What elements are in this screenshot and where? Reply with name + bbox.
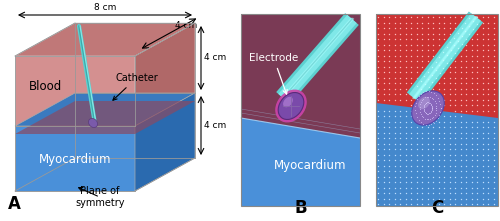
Polygon shape — [135, 23, 195, 126]
Polygon shape — [241, 14, 360, 206]
Polygon shape — [15, 126, 135, 191]
Ellipse shape — [88, 118, 98, 128]
Bar — [241, 14, 360, 206]
Text: C: C — [431, 199, 443, 217]
Polygon shape — [376, 14, 498, 206]
Text: A: A — [8, 195, 21, 213]
Polygon shape — [241, 118, 360, 206]
Text: Catheter: Catheter — [113, 73, 158, 100]
Text: Plane of
symmetry: Plane of symmetry — [75, 186, 125, 208]
Text: 4 cm: 4 cm — [204, 53, 226, 63]
Text: 4 cm: 4 cm — [175, 21, 197, 30]
Text: B: B — [294, 199, 307, 217]
Polygon shape — [15, 56, 135, 126]
Text: Myocardium: Myocardium — [274, 160, 347, 173]
Ellipse shape — [412, 91, 444, 125]
Bar — [376, 14, 498, 206]
Polygon shape — [15, 93, 195, 126]
Ellipse shape — [283, 97, 293, 107]
Text: Myocardium: Myocardium — [39, 152, 111, 166]
Text: Electrode: Electrode — [249, 53, 298, 94]
Polygon shape — [376, 103, 498, 206]
Text: 8 cm: 8 cm — [94, 3, 116, 12]
Ellipse shape — [278, 93, 304, 120]
Polygon shape — [15, 101, 195, 134]
Text: Blood: Blood — [28, 80, 62, 93]
Polygon shape — [135, 93, 195, 191]
Text: 4 cm: 4 cm — [204, 121, 226, 130]
Ellipse shape — [418, 97, 430, 109]
Polygon shape — [15, 23, 195, 56]
Ellipse shape — [275, 90, 307, 122]
